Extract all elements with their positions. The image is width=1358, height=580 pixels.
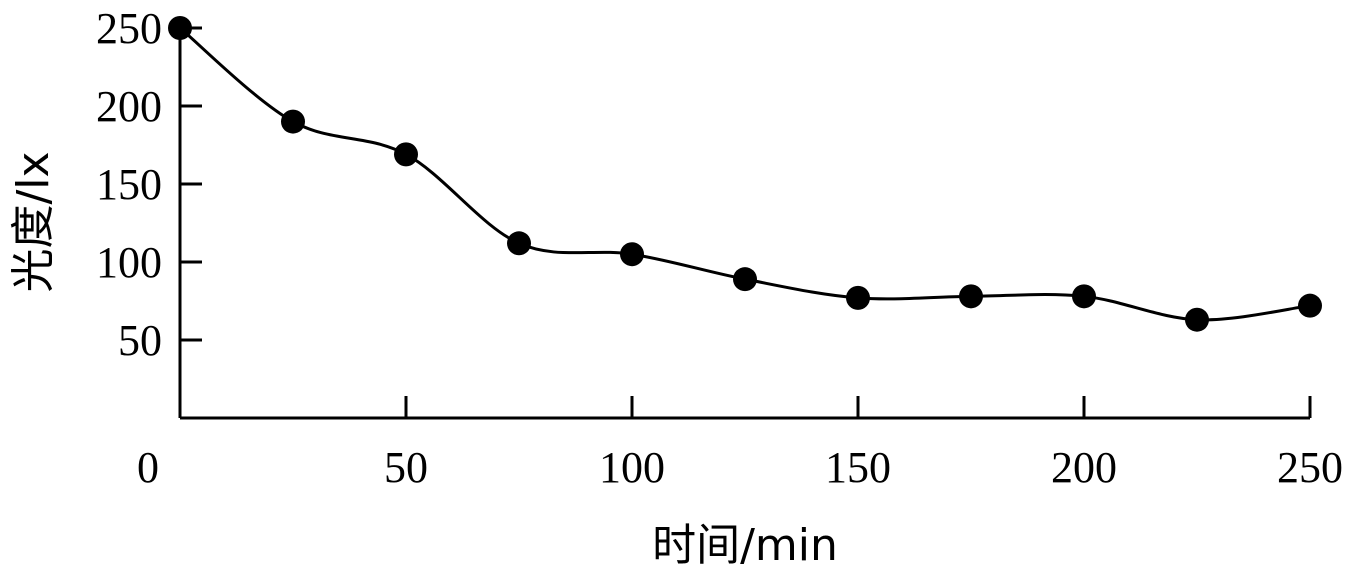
data-point: [1072, 284, 1096, 309]
data-point: [281, 109, 305, 134]
data-point: [846, 285, 870, 310]
data-point: [394, 142, 418, 167]
x-tick-label: 250: [1277, 443, 1343, 492]
y-tick-label: 100: [96, 238, 162, 287]
data-point: [620, 242, 644, 267]
series-line: [179, 26, 1311, 322]
x-axis-title: 时间/min: [652, 520, 838, 571]
y-axis-title: 光度/lx: [8, 151, 59, 292]
axes: [178, 24, 1310, 420]
data-point: [1185, 307, 1209, 332]
data-point: [1298, 293, 1322, 318]
data-point: [507, 231, 531, 256]
data-point: [168, 16, 192, 40]
data-point: [959, 284, 983, 309]
y-tick-label: 50: [118, 316, 162, 365]
y-tick-label: 150: [96, 160, 162, 209]
data-point: [733, 267, 757, 292]
ticks: [180, 26, 1312, 418]
x-tick-label: 100: [599, 443, 665, 492]
x-tick-label: 150: [825, 443, 891, 492]
x-tick-label: 0: [137, 443, 159, 492]
x-tick-label: 50: [384, 443, 428, 492]
x-tick-label: 200: [1051, 443, 1117, 492]
y-tick-label: 250: [96, 4, 162, 53]
series-markers: [168, 16, 1322, 332]
tick-labels: 0 50 100 150 200 250 50 100 150 200 250: [96, 4, 1343, 492]
y-tick-label: 200: [96, 82, 162, 131]
